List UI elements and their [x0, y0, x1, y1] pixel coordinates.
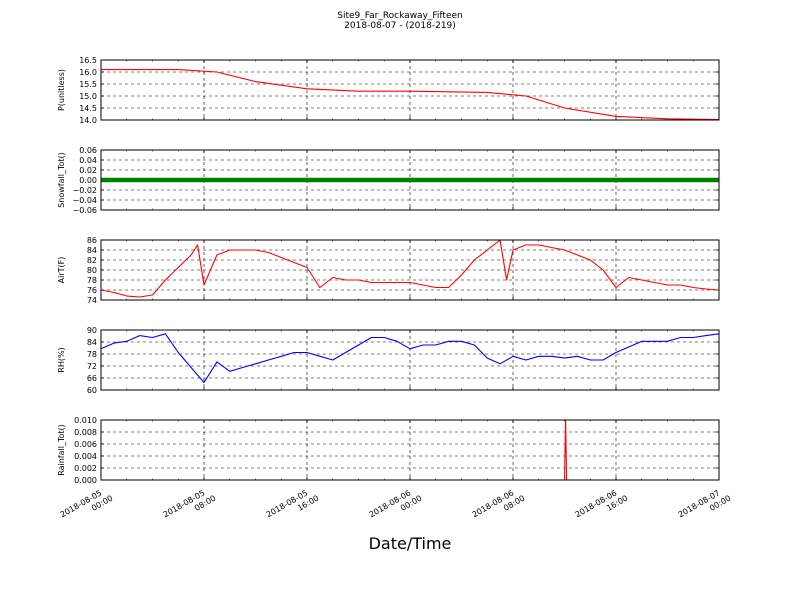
chart-title: Site9_Far_Rockaway_Fifteen [337, 11, 463, 21]
y-tick-label: 84 [87, 246, 97, 255]
y-tick-label: 0.006 [74, 440, 97, 449]
axes-frame [100, 329, 720, 391]
y-tick-label: 74 [87, 296, 97, 305]
y-tick-label: 0.010 [74, 416, 97, 425]
y-tick-label: 86 [87, 236, 97, 245]
series-line [100, 239, 720, 298]
y-tick-label: 15.0 [79, 92, 97, 101]
y-axis-label: RH(%) [57, 347, 66, 372]
y-tick-label: 0.06 [79, 146, 97, 155]
y-axis-label: AirT(F) [57, 257, 66, 284]
y-tick-label: 16.5 [79, 56, 97, 65]
y-tick-label: 15.5 [79, 80, 97, 89]
y-tick-label: 76 [87, 286, 97, 295]
y-tick-label: −0.06 [72, 206, 97, 215]
y-tick-label: 16.0 [79, 68, 97, 77]
series-line [101, 69, 720, 121]
y-tick-label: 0.000 [74, 476, 97, 485]
x-axis-label: Date/Time [368, 534, 452, 553]
y-tick-label: 90 [87, 326, 97, 335]
series-line [100, 333, 720, 384]
y-tick-label: −0.04 [72, 196, 97, 205]
y-axis-label: P(unitless) [57, 69, 66, 111]
y-tick-label: −0.02 [72, 186, 97, 195]
y-tick-label: 14.0 [79, 116, 97, 125]
y-tick-label: 78 [87, 276, 97, 285]
y-tick-label: 14.5 [79, 104, 97, 113]
y-tick-label: 0.002 [74, 464, 97, 473]
y-tick-label: 0.04 [79, 156, 97, 165]
y-tick-label: 0.008 [74, 428, 97, 437]
chart-subtitle: 2018-08-07 - (2018-219) [344, 21, 456, 31]
y-tick-label: 0.004 [74, 452, 97, 461]
y-axis-label: Snowfall_Tot() [57, 152, 66, 208]
y-tick-label: 66 [87, 374, 97, 383]
axes-frame [100, 419, 720, 481]
y-tick-label: 84 [87, 338, 97, 347]
y-tick-label: 60 [87, 386, 97, 395]
axes-frame [100, 239, 720, 301]
y-tick-label: 80 [87, 266, 97, 275]
y-axis-label: Rainfall_Tot() [57, 424, 66, 476]
y-tick-label: 82 [87, 256, 97, 265]
y-tick-label: 0.00 [79, 176, 97, 185]
y-tick-label: 0.02 [79, 166, 97, 175]
y-tick-label: 72 [87, 362, 97, 371]
axes-frame [100, 149, 720, 211]
axes-frame [100, 59, 720, 121]
y-tick-label: 78 [87, 350, 97, 359]
